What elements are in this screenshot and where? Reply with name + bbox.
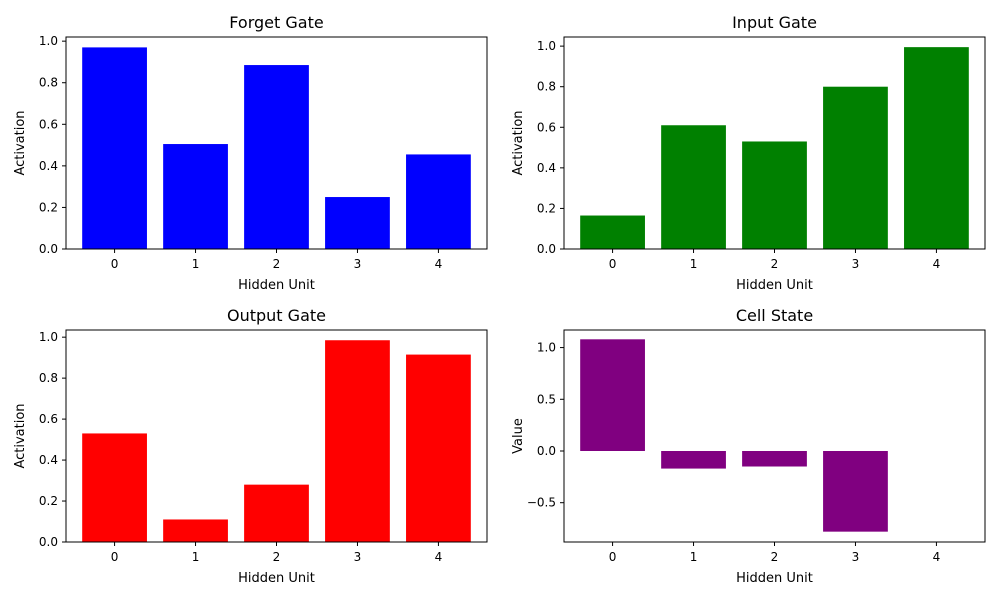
x-tick-label: 3 xyxy=(354,257,362,271)
bar-4 xyxy=(406,354,471,542)
y-tick-label: 0.2 xyxy=(39,494,58,508)
bar-1 xyxy=(661,125,726,249)
x-axis-label: Hidden Unit xyxy=(736,571,813,586)
x-tick-label: 1 xyxy=(690,257,698,271)
y-axis-label: Activation xyxy=(13,403,28,468)
y-tick-label: 0.0 xyxy=(537,242,556,256)
x-axis-label: Hidden Unit xyxy=(238,278,315,293)
x-tick-label: 2 xyxy=(273,550,281,564)
x-tick-label: 4 xyxy=(435,550,443,564)
y-tick-label: 1.0 xyxy=(537,39,556,53)
y-axis-label: Activation xyxy=(13,110,28,175)
x-tick-label: 1 xyxy=(192,257,200,271)
x-tick-label: 3 xyxy=(852,550,860,564)
y-tick-label: 1.0 xyxy=(537,341,556,355)
x-tick-label: 3 xyxy=(354,550,362,564)
subplot-3: 0 1 2 3 4 0.0 0.2 0.4 0.6 0.8 1.0 Output Gate Hidden… xyxy=(13,306,488,586)
y-tick-label: 0.4 xyxy=(537,161,556,175)
x-tick-label: 3 xyxy=(852,257,860,271)
x-tick-label: 0 xyxy=(609,257,617,271)
bar-2 xyxy=(742,141,807,249)
bar-0 xyxy=(82,47,147,250)
x-tick-label: 0 xyxy=(609,550,617,564)
y-tick-label: 1.0 xyxy=(39,330,58,344)
y-tick-label: 0.8 xyxy=(537,80,556,94)
x-tick-label: 0 xyxy=(111,257,119,271)
y-tick-label: −0.5 xyxy=(527,496,556,510)
bar-1 xyxy=(661,450,726,469)
bar-0 xyxy=(82,433,147,542)
y-tick-label: 0.2 xyxy=(537,201,556,215)
y-tick-label: 0.6 xyxy=(39,412,58,426)
x-tick-label: 4 xyxy=(933,257,941,271)
x-tick-label: 4 xyxy=(435,257,443,271)
y-tick-label: 0.2 xyxy=(39,200,58,214)
x-tick-label: 1 xyxy=(192,550,200,564)
y-tick-label: 1.0 xyxy=(39,34,58,48)
bar-3 xyxy=(325,197,390,249)
subplot-4: 0 1 2 3 4 −0.5 0.0 0.5 1.0 Cell State Hidden Unit V… xyxy=(511,306,986,586)
subplot-title: Cell State xyxy=(736,306,813,325)
y-tick-label: 0.4 xyxy=(39,453,58,467)
bar-1 xyxy=(163,519,228,542)
x-tick-label: 4 xyxy=(933,550,941,564)
y-tick-label: 0.6 xyxy=(537,120,556,134)
bar-3 xyxy=(823,450,888,532)
x-tick-label: 1 xyxy=(690,550,698,564)
subplot-title: Output Gate xyxy=(227,306,326,325)
y-tick-label: 0.5 xyxy=(537,392,556,406)
subplot-title: Input Gate xyxy=(732,13,817,32)
subplot-2: 0 1 2 3 4 0.0 0.2 0.4 0.6 0.8 1.0 Input Gate Hidden … xyxy=(511,13,986,293)
subplot-title: Forget Gate xyxy=(229,13,323,32)
bar-0 xyxy=(580,215,645,249)
subplot-1: 0 1 2 3 4 0.0 0.2 0.4 0.6 0.8 1.0 Forget Gate Hidden… xyxy=(13,13,488,293)
y-tick-label: 0.0 xyxy=(537,444,556,458)
x-tick-label: 2 xyxy=(273,257,281,271)
y-tick-label: 0.4 xyxy=(39,159,58,173)
bar-2 xyxy=(244,65,309,249)
bar-2 xyxy=(742,450,807,467)
bar-0 xyxy=(580,339,645,451)
bar-2 xyxy=(244,484,309,542)
x-tick-label: 2 xyxy=(771,550,779,564)
y-tick-label: 0.0 xyxy=(39,242,58,256)
y-tick-label: 0.8 xyxy=(39,76,58,90)
x-axis-label: Hidden Unit xyxy=(736,278,813,293)
y-tick-label: 0.8 xyxy=(39,371,58,385)
bar-1 xyxy=(163,144,228,249)
bar-3 xyxy=(823,86,888,250)
x-tick-label: 0 xyxy=(111,550,119,564)
y-tick-label: 0.0 xyxy=(39,535,58,549)
x-tick-label: 2 xyxy=(771,257,779,271)
y-tick-label: 0.6 xyxy=(39,117,58,131)
bar-3 xyxy=(325,340,390,542)
y-axis-label: Activation xyxy=(511,110,526,175)
bar-4 xyxy=(904,47,969,249)
y-axis-label: Value xyxy=(511,418,526,454)
bar-4 xyxy=(406,154,471,249)
x-axis-label: Hidden Unit xyxy=(238,571,315,586)
